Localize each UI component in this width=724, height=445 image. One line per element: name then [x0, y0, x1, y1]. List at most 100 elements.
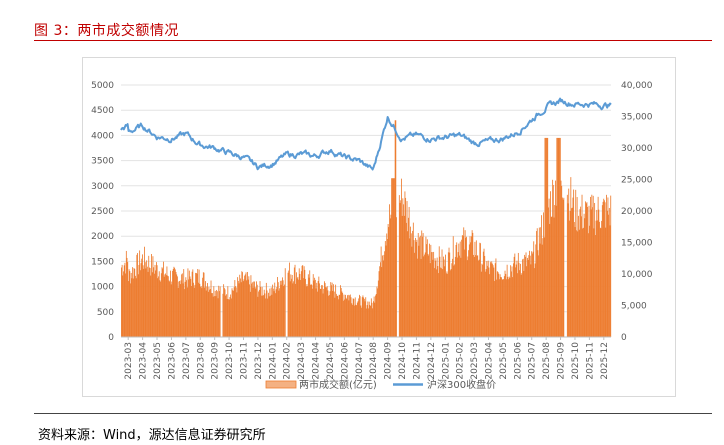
turnover-bar — [137, 253, 138, 337]
turnover-bar — [275, 293, 276, 337]
turnover-bar — [469, 236, 471, 337]
turnover-bar — [466, 236, 467, 337]
turnover-bar — [443, 259, 445, 337]
turnover-bar — [520, 274, 522, 337]
turnover-bar — [533, 241, 535, 337]
turnover-bar — [347, 294, 349, 337]
turnover-bar — [462, 235, 464, 337]
turnover-bar — [359, 296, 361, 337]
turnover-bar — [196, 273, 198, 337]
turnover-bar — [163, 276, 165, 337]
turnover-bar — [136, 254, 138, 337]
x-tick-label: 2025-11 — [585, 342, 595, 380]
turnover-bar — [256, 284, 258, 337]
turnover-bar — [350, 297, 352, 337]
turnover-bar — [177, 276, 178, 337]
turnover-bar — [377, 280, 379, 337]
turnover-bar — [124, 262, 126, 337]
turnover-bar — [532, 251, 534, 337]
turnover-bar — [126, 257, 128, 337]
y-right-tick-label: 25,000 — [621, 176, 653, 186]
turnover-bar — [585, 201, 586, 337]
turnover-bar — [272, 284, 274, 337]
turnover-bar — [505, 273, 507, 337]
turnover-bar — [537, 250, 539, 337]
turnover-bar — [214, 296, 215, 337]
x-tick-label: 2023-11 — [240, 342, 250, 380]
turnover-bar — [394, 178, 395, 337]
turnover-bar — [508, 276, 510, 337]
turnover-bar — [260, 286, 262, 337]
legend-swatch-turnover — [265, 380, 297, 389]
turnover-bar — [209, 289, 211, 337]
turnover-bar — [299, 273, 301, 337]
turnover-bar — [259, 281, 261, 337]
turnover-bar — [541, 215, 542, 337]
turnover-bar — [571, 207, 573, 337]
turnover-bar — [378, 271, 380, 337]
turnover-bar — [207, 291, 209, 337]
turnover-bar — [483, 248, 485, 337]
turnover-bar — [154, 264, 156, 337]
turnover-bar — [475, 255, 477, 337]
turnover-bar — [226, 298, 228, 337]
turnover-bar — [451, 263, 453, 337]
turnover-bar — [216, 289, 218, 337]
turnover-bar — [230, 294, 232, 337]
turnover-bar — [562, 197, 563, 337]
turnover-bar — [606, 210, 608, 337]
turnover-bar — [199, 283, 201, 337]
turnover-bar — [262, 295, 264, 337]
y-left-tick-label: 0 — [108, 333, 114, 343]
turnover-bar — [245, 272, 247, 337]
x-tick-label: 2024-06 — [340, 342, 350, 380]
turnover-bar — [357, 301, 359, 337]
turnover-bar — [484, 255, 486, 337]
y-left-tick-label: 4000 — [91, 131, 114, 141]
turnover-bar — [594, 202, 596, 337]
turnover-bar — [545, 137, 547, 337]
turnover-bar — [392, 178, 394, 337]
turnover-bar — [303, 278, 304, 337]
turnover-bar — [123, 271, 124, 337]
turnover-bar — [393, 178, 395, 337]
turnover-bar — [520, 263, 521, 337]
turnover-bar — [310, 283, 312, 337]
turnover-bar — [382, 260, 384, 337]
turnover-bar — [269, 288, 271, 337]
turnover-bar — [536, 231, 537, 337]
turnover-bar — [190, 278, 192, 337]
turnover-bar — [390, 214, 392, 337]
turnover-bar — [122, 275, 124, 337]
turnover-bar — [296, 272, 297, 337]
turnover-bar — [401, 178, 402, 337]
turnover-bar — [580, 206, 582, 337]
y-left-tick-label: 1500 — [91, 257, 114, 267]
turnover-bar — [316, 282, 318, 337]
turnover-bar — [133, 268, 135, 337]
turnover-bar — [238, 283, 240, 337]
turnover-bar — [563, 197, 565, 337]
x-tick-label: 2023-07 — [182, 342, 192, 380]
turnover-bar — [354, 297, 356, 337]
turnover-bar — [361, 307, 362, 337]
turnover-bar — [467, 256, 469, 337]
turnover-bar — [155, 270, 157, 337]
turnover-bar — [515, 267, 516, 337]
turnover-bar — [398, 195, 400, 337]
turnover-bar — [419, 235, 421, 337]
y-right-tick-label: 30,000 — [621, 144, 653, 154]
turnover-bar — [399, 202, 401, 337]
turnover-bar — [263, 295, 264, 337]
turnover-bar — [408, 206, 410, 337]
turnover-bar — [172, 270, 173, 337]
turnover-bar — [137, 274, 139, 337]
turnover-bar — [322, 293, 324, 337]
turnover-bar — [210, 280, 212, 337]
x-tick-label: 2023-10 — [225, 342, 235, 380]
turnover-bar — [504, 270, 506, 337]
turnover-bar — [487, 260, 489, 337]
turnover-bar — [499, 274, 501, 337]
turnover-bar — [527, 260, 529, 337]
turnover-bar — [201, 288, 203, 337]
